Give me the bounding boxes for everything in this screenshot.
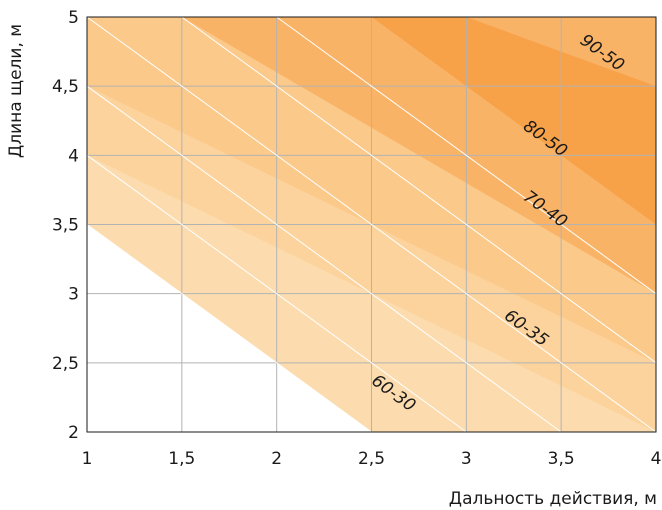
x-tick-label: 1,5 [168, 449, 195, 469]
x-tick-label: 3 [461, 449, 472, 469]
y-tick-labels: 2 2,5 3 3,5 4 4,5 5 [52, 8, 79, 443]
band-divider-line [276, 16, 657, 295]
band-divider-line [86, 224, 372, 433]
x-axis-title: Дальность действия, м [449, 489, 657, 509]
x-tick-labels: 1 1,5 2 2,5 3 3,5 4 [82, 449, 662, 469]
divider-layer [86, 16, 657, 433]
band-divider-line [86, 85, 562, 433]
x-tick-label: 3,5 [548, 449, 575, 469]
x-tick-label: 2 [271, 449, 282, 469]
y-tick-label: 5 [68, 8, 79, 28]
y-tick-label: 4,5 [52, 77, 79, 97]
x-tick-label: 4 [651, 449, 662, 469]
band-divider-line [86, 154, 467, 433]
y-tick-label: 4 [68, 146, 79, 166]
plot-frame [86, 16, 657, 433]
x-tick-label: 2,5 [358, 449, 385, 469]
band-divider-line [181, 16, 657, 364]
y-axis-title: Длина щели, м [6, 24, 26, 158]
y-tick-label: 2,5 [52, 354, 79, 374]
band-area-5 [371, 17, 656, 225]
x-tick-label: 1 [82, 449, 93, 469]
y-tick-label: 2 [68, 423, 79, 443]
band-divider-line [86, 16, 657, 433]
y-tick-label: 3 [68, 285, 79, 305]
y-tick-label: 3,5 [52, 216, 79, 236]
